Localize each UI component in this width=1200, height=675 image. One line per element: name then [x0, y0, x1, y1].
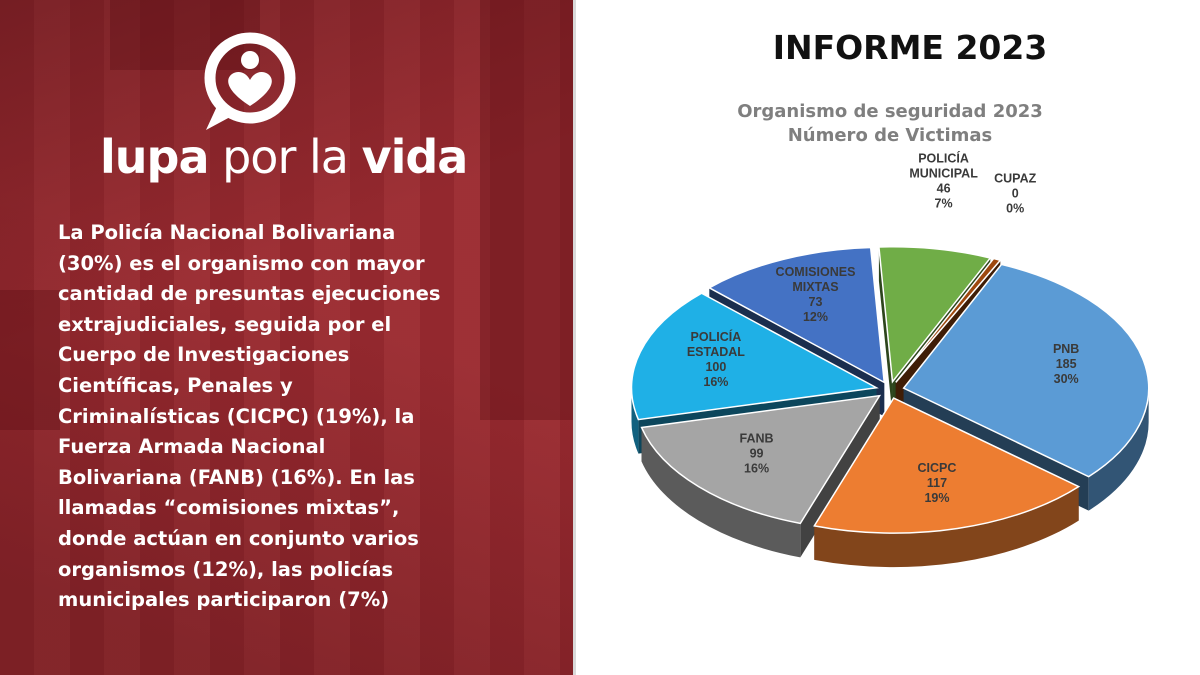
slice-label-line: POLICÍA [691, 329, 742, 344]
description-line: organismos (12%), las policías [58, 557, 394, 581]
brand-name-part2: por la [222, 130, 349, 184]
slice-label: CICPC 117 19% [918, 461, 957, 505]
description-line: cantidad de presuntas ejecuciones [58, 282, 441, 306]
slice-top [640, 394, 882, 525]
slice-label-line: 73 [809, 295, 823, 309]
description-line: llamadas “comisiones mixtas”, [58, 496, 400, 520]
slice-edge [1088, 388, 1149, 511]
brand-wordmark: lupa por la vida [100, 130, 468, 184]
slice-edge [814, 486, 1079, 568]
slice-label-line: CUPAZ [994, 171, 1036, 185]
slice-label-line: POLICÍA [918, 150, 969, 165]
left-panel: lupa por la vida La Policía Nacional Bol… [0, 0, 573, 675]
description-line: municipales participaron (7%) [58, 588, 390, 612]
panel-divider [573, 0, 576, 675]
slice-top [902, 263, 1150, 478]
slice-top [878, 245, 992, 384]
pie-chart: PNB 185 30%CICPC 117 19%FANB 99 16%POLICÍA ESTA… [630, 150, 1150, 568]
slice-label-line: CICPC [918, 461, 957, 475]
slice-label-line: 16% [744, 462, 769, 476]
chart-title-line: Organismo de seguridad 2023 [737, 101, 1043, 122]
slice-label-line: 12% [803, 310, 828, 324]
slice-label: POLICÍA ESTADAL 100 16% [687, 329, 745, 389]
slice-label: PNB 185 30% [1053, 342, 1079, 386]
slice-label-line: 19% [924, 491, 949, 505]
slice-label-line: PNB [1053, 342, 1079, 356]
slice-top [813, 397, 1081, 534]
chart-title-line: Número de Victimas [787, 125, 993, 146]
slice-label: FANB 99 16% [740, 432, 774, 476]
description-line: Criminalísticas (CICPC) (19%), la [58, 404, 415, 428]
slice-label-line: 30% [1054, 372, 1079, 386]
slice-label-line: MUNICIPAL [909, 166, 978, 180]
background-building [0, 290, 60, 430]
slice-label-line: MIXTAS [792, 280, 838, 294]
slice-label-line: ESTADAL [687, 345, 745, 359]
slice-label-line: 7% [935, 196, 953, 210]
slice-label-line: 0% [1006, 201, 1024, 215]
slice-label: COMISIONES MIXTAS 73 12% [776, 265, 856, 324]
slice-label-line: FANB [740, 432, 774, 446]
slice-label-line: COMISIONES [776, 265, 856, 279]
report-title: INFORME 2023 [772, 28, 1048, 67]
slice-label-line: 46 [937, 181, 951, 195]
slice-edge [641, 427, 801, 558]
description-line: Científicas, Penales y [58, 373, 293, 397]
brand-name-part1: lupa [100, 130, 209, 184]
slice-label-line: 185 [1056, 357, 1077, 371]
slice-label-line: 100 [705, 360, 726, 374]
description-line: Fuerza Armada Nacional [58, 435, 326, 459]
description-text: La Policía Nacional Bolivariana (30%) es… [58, 218, 528, 616]
description-line: La Policía Nacional Bolivariana [58, 221, 396, 244]
pie-slice [640, 394, 882, 558]
brand-name-part3: vida [361, 130, 469, 184]
slice-label-line: 99 [750, 447, 764, 461]
magnifier-heart-icon [204, 32, 296, 130]
background-photo-texture [0, 0, 573, 675]
slice-label: POLICÍA MUNICIPAL 46 7% [909, 150, 978, 210]
slice-wall [878, 246, 893, 416]
chart-title: Organismo de seguridad 2023 Número de Vi… [640, 100, 1140, 148]
description-line: Cuerpo de Investigaciones [58, 343, 350, 367]
slice-label-line: 117 [927, 476, 947, 490]
description-line: Bolivariana (FANB) (16%). En las [58, 465, 415, 489]
description-line: (30%) es el organismo con mayor [58, 251, 425, 275]
background-building [480, 0, 573, 420]
slice-label-line: 16% [703, 375, 728, 389]
slice-label: CUPAZ 0 0% [994, 171, 1036, 215]
background-building [110, 0, 260, 70]
slice-top [707, 246, 886, 384]
description-line: extrajudiciales, seguida por el [58, 312, 392, 336]
slice-label-line: 0 [1012, 186, 1019, 200]
slice-top [895, 257, 1002, 383]
description-line: donde actúan en conjunto varios [58, 526, 419, 550]
pie-slice [813, 397, 1081, 568]
slice-top [630, 292, 879, 421]
